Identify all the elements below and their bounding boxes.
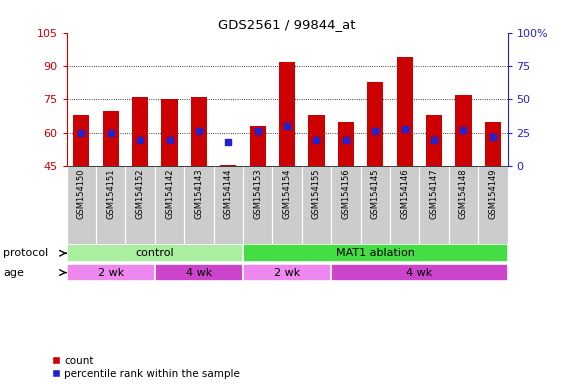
Text: GSM154151: GSM154151 <box>106 169 115 219</box>
Bar <box>220 165 237 166</box>
Bar <box>67 244 243 262</box>
Text: GSM154155: GSM154155 <box>312 169 321 219</box>
Text: GSM154153: GSM154153 <box>253 169 262 219</box>
Title: GDS2561 / 99844_at: GDS2561 / 99844_at <box>218 18 356 31</box>
Text: GSM154148: GSM154148 <box>459 169 468 219</box>
Text: 4 wk: 4 wk <box>186 268 212 278</box>
Bar <box>67 264 155 281</box>
Text: GSM154154: GSM154154 <box>282 169 292 219</box>
Text: GSM154143: GSM154143 <box>194 169 204 219</box>
Bar <box>309 115 325 166</box>
Text: GSM154144: GSM154144 <box>224 169 233 219</box>
Bar <box>367 82 383 166</box>
Legend: count, percentile rank within the sample: count, percentile rank within the sample <box>52 356 240 379</box>
Bar <box>73 115 89 166</box>
Bar <box>191 97 207 166</box>
Bar <box>397 57 413 166</box>
Text: protocol: protocol <box>3 248 48 258</box>
Bar <box>455 95 472 166</box>
Text: GSM154149: GSM154149 <box>488 169 497 219</box>
Text: GSM154146: GSM154146 <box>400 169 409 219</box>
Text: GSM154156: GSM154156 <box>342 169 350 219</box>
Bar <box>331 264 508 281</box>
Bar <box>155 264 243 281</box>
Bar <box>338 122 354 166</box>
Text: age: age <box>3 268 24 278</box>
Text: 2 wk: 2 wk <box>274 268 300 278</box>
Text: control: control <box>136 248 174 258</box>
Text: GSM154145: GSM154145 <box>371 169 380 219</box>
Text: 2 wk: 2 wk <box>97 268 124 278</box>
Bar <box>249 126 266 166</box>
Text: GSM154147: GSM154147 <box>430 169 438 219</box>
Bar <box>243 264 331 281</box>
Bar <box>132 97 148 166</box>
Text: GSM154152: GSM154152 <box>136 169 144 219</box>
Bar <box>279 61 295 166</box>
Bar <box>485 122 501 166</box>
Bar <box>243 244 508 262</box>
Bar <box>103 111 119 166</box>
Text: GSM154150: GSM154150 <box>77 169 86 219</box>
Bar <box>161 99 177 166</box>
Text: GSM154142: GSM154142 <box>165 169 174 219</box>
Text: MAT1 ablation: MAT1 ablation <box>336 248 415 258</box>
Text: 4 wk: 4 wk <box>406 268 433 278</box>
Bar <box>426 115 442 166</box>
